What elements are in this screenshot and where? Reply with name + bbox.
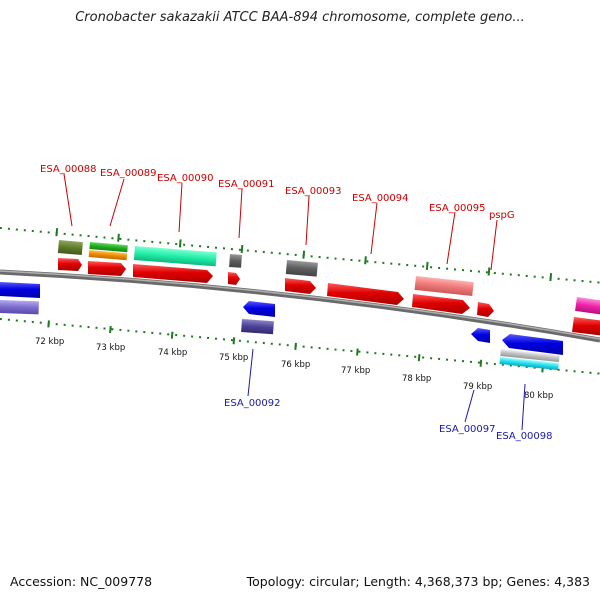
topology-info-text: Topology: circular; Length: 4,368,373 bp… (246, 574, 590, 589)
gene-ESA_00092-cog-box[interactable] (241, 319, 274, 335)
gene-ESA_00095-arrow[interactable] (412, 294, 470, 314)
top-gene-labels: ESA_00088 ESA_00089 ESA_00090 ESA_00091 … (40, 164, 515, 221)
gene-ESA_00095-cog-box[interactable] (414, 276, 474, 296)
scale-label: 73 kbp (96, 343, 125, 353)
forward-genes (57, 240, 600, 336)
scale-label: 79 kbp (463, 382, 492, 392)
gene-label-ESA_00089[interactable]: ESA_00089 (100, 168, 157, 179)
scale-labels: 72 kbp 73 kbp 74 kbp 75 kbp 76 kbp 77 kb… (35, 337, 553, 401)
gene-ESA_00089-cog-box-green[interactable] (89, 242, 128, 253)
gene-partial-left-cog-box[interactable] (0, 300, 39, 315)
gene-partial-magenta-box[interactable] (575, 297, 600, 316)
gene-ESA_00093-arrow[interactable] (285, 278, 316, 294)
gene-label-ESA_00092[interactable]: ESA_00092 (224, 398, 281, 409)
reverse-genes (0, 282, 563, 371)
gene-ESA_00089-cog-box-orange[interactable] (88, 249, 128, 261)
gene-ESA_00098-cog-box-cyan[interactable] (499, 356, 559, 371)
gene-ESA_00089-arrow[interactable] (88, 261, 126, 276)
scale-label: 77 kbp (341, 366, 370, 376)
gene-ESA_00098-cog-box-silver[interactable] (500, 349, 560, 363)
bottom-gene-labels: ESA_00092 ESA_00097 ESA_00098 (224, 398, 553, 442)
gene-label-ESA_00091[interactable]: ESA_00091 (218, 179, 275, 190)
gene-ESA_00090-cog-box[interactable] (133, 246, 217, 267)
gene-label-ESA_00090[interactable]: ESA_00090 (157, 173, 214, 184)
gene-label-ESA_00088[interactable]: ESA_00088 (40, 164, 97, 175)
top-label-leaders (63, 173, 498, 271)
gene-ESA_00097-arrow[interactable] (471, 328, 490, 343)
gene-label-ESA_00093[interactable]: ESA_00093 (285, 186, 342, 197)
gene-label-ESA_00094[interactable]: ESA_00094 (352, 193, 409, 204)
upper-scale-ticks (0, 227, 600, 284)
scale-label: 80 kbp (524, 391, 553, 401)
accession-text: Accession: NC_009778 (10, 574, 153, 589)
bottom-label-leaders (247, 348, 526, 431)
gene-partial-right-arrow[interactable] (572, 317, 600, 336)
gene-partial-left-arrow[interactable] (0, 282, 40, 298)
gene-label-ESA_00097[interactable]: ESA_00097 (439, 424, 496, 435)
gene-ESA_00092-arrow[interactable] (243, 301, 275, 317)
genome-backbone (0, 269, 600, 343)
scale-label: 72 kbp (35, 337, 64, 347)
gene-ESA_00091-arrow[interactable] (228, 272, 240, 285)
gene-label-ESA_00095[interactable]: ESA_00095 (429, 203, 486, 214)
scale-label: 78 kbp (402, 374, 431, 384)
gene-label-ESA_00098[interactable]: ESA_00098 (496, 431, 553, 442)
scale-label: 74 kbp (158, 348, 187, 358)
lower-scale-ticks (0, 318, 600, 375)
scale-label: 75 kbp (219, 353, 248, 363)
gene-ESA_00088-arrow[interactable] (58, 258, 82, 271)
map-title: Cronobacter sakazakii ATCC BAA-894 chrom… (75, 10, 525, 25)
gene-pspG-arrow[interactable] (477, 302, 494, 317)
gene-ESA_00093-cog-box[interactable] (285, 260, 318, 277)
gene-ESA_00098-arrow[interactable] (502, 334, 563, 355)
gene-label-pspG[interactable]: pspG (489, 210, 515, 221)
gene-ESA_00088-cog-box[interactable] (57, 240, 83, 256)
scale-label: 76 kbp (281, 360, 310, 370)
gene-ESA_00091-cog-box[interactable] (229, 253, 242, 268)
gene-ESA_00094-arrow[interactable] (327, 283, 404, 305)
gene-ESA_00090-arrow[interactable] (133, 264, 213, 283)
